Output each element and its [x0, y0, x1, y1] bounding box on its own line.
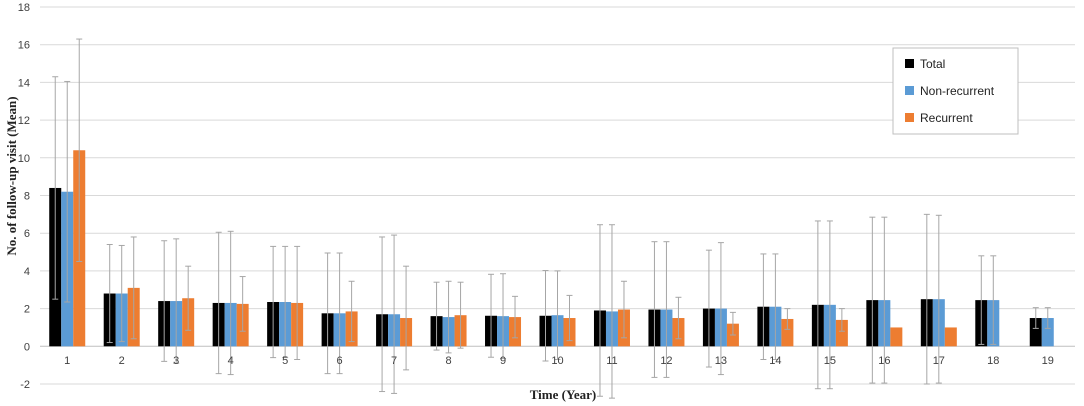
y-axis-ticks: -2 0 2 4 6 8 10 12 14 16 18: [18, 2, 30, 391]
legend-label: Non-recurrent: [920, 84, 995, 98]
x-tick-label: 14: [769, 355, 781, 367]
y-tick-label: 0: [24, 341, 30, 353]
x-tick-label: 6: [337, 355, 343, 367]
legend-swatch: [905, 86, 914, 95]
legend-swatch: [905, 59, 914, 68]
x-tick-label: 19: [1042, 355, 1054, 367]
bar: [835, 319, 848, 347]
x-tick-label: 15: [824, 355, 836, 367]
x-tick-label: 18: [987, 355, 999, 367]
x-tick-label: 4: [228, 355, 234, 367]
x-tick-label: 11: [606, 355, 617, 367]
legend: Total Non-recurrent Recurrent: [892, 47, 1019, 135]
bar: [890, 327, 903, 347]
gridlines: [40, 6, 1075, 385]
bar: [944, 327, 957, 347]
x-tick-label: 9: [500, 355, 506, 367]
x-tick-label: 10: [551, 355, 563, 367]
x-axis-title: Time (Year): [530, 387, 597, 402]
y-tick-label: -2: [20, 379, 30, 391]
legend-label: Recurrent: [920, 111, 973, 125]
x-tick-label: 7: [391, 355, 397, 367]
bar: [781, 318, 794, 347]
legend-swatch: [905, 113, 914, 122]
y-tick-label: 18: [18, 2, 30, 14]
x-axis-ticks: 1 2 3 4 5 6 7 8 9 10 11 12 13 14 15 16 17 18 19: [64, 355, 1054, 367]
x-tick-label: 13: [715, 355, 727, 367]
x-tick-label: 2: [119, 355, 125, 367]
x-tick-label: 16: [878, 355, 890, 367]
x-tick-label: 12: [660, 355, 672, 367]
y-tick-label: 6: [24, 228, 30, 240]
y-tick-label: 12: [18, 115, 30, 127]
legend-label: Total: [920, 57, 945, 71]
y-tick-label: 4: [24, 266, 30, 278]
y-tick-label: 16: [18, 40, 30, 52]
x-tick-label: 17: [933, 355, 945, 367]
x-tick-label: 5: [282, 355, 288, 367]
x-tick-label: 1: [64, 355, 70, 367]
y-axis-title: No. of follow-up visit (Mean): [4, 96, 19, 255]
bars: [49, 150, 1054, 347]
y-tick-label: 14: [18, 77, 30, 89]
y-tick-label: 10: [18, 153, 30, 165]
error-bars: [52, 38, 1051, 399]
x-tick-label: 8: [445, 355, 451, 367]
bar: [1041, 318, 1054, 347]
x-tick-label: 3: [173, 355, 179, 367]
y-tick-label: 8: [24, 191, 30, 203]
bar: [1029, 318, 1042, 347]
y-tick-label: 2: [24, 304, 30, 316]
